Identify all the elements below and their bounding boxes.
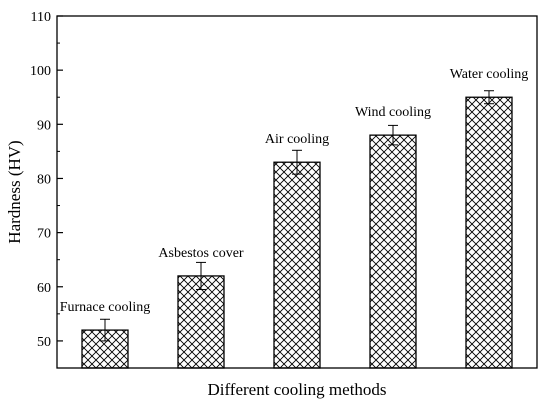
y-tick-label: 100 <box>30 64 51 79</box>
bar-label: Wind cooling <box>355 105 431 120</box>
bar-label: Water cooling <box>450 67 529 82</box>
error-bar <box>388 124 398 146</box>
bar-label: Asbestos cover <box>158 246 243 261</box>
y-tick-label: 70 <box>37 227 51 242</box>
y-tick-label: 60 <box>37 281 51 296</box>
y-tick-label: 80 <box>37 172 51 187</box>
bars-layer <box>81 90 513 369</box>
error-bar <box>484 90 494 105</box>
error-bar <box>196 261 206 290</box>
y-tick-label: 90 <box>37 118 51 133</box>
axes-layer <box>56 15 538 369</box>
bar-label: Air cooling <box>265 132 329 147</box>
bar-label: Furnace cooling <box>60 300 151 315</box>
bar-wind-cooling <box>369 134 417 369</box>
bar-water-cooling <box>465 96 513 369</box>
plot-frame <box>56 15 538 369</box>
y-tick-label: 50 <box>37 335 51 350</box>
error-bar <box>100 318 110 342</box>
labels-layer: Furnace cooling Asbestos cover Air cooling… <box>30 10 528 350</box>
error-bar <box>292 149 302 175</box>
x-axis-title: Different cooling methods <box>207 380 386 399</box>
bar-air-cooling <box>273 161 321 369</box>
y-axis-title: Hardness (HV) <box>5 140 24 243</box>
y-tick-label: 110 <box>31 10 51 25</box>
